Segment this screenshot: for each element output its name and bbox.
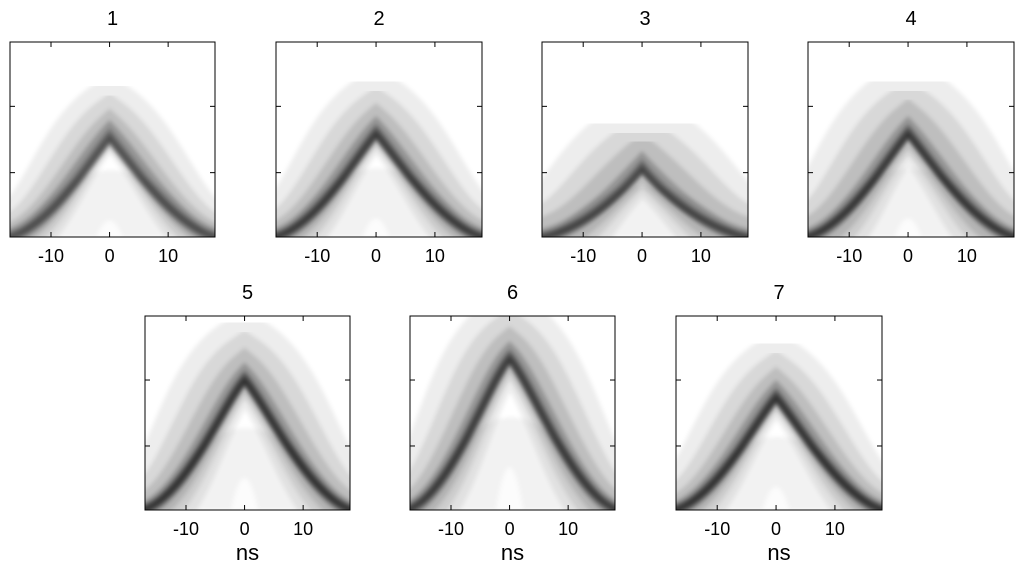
x-tick-label: 10 [158,246,178,266]
x-tick-label: 0 [903,246,913,266]
density-7 [676,330,882,510]
x-unit-label: ns [501,540,524,565]
density-3 [542,91,748,237]
panel-title: 5 [242,282,253,304]
x-tick-label: -10 [438,519,464,539]
x-tick-label: 0 [637,246,647,266]
panel-frame [144,315,351,511]
x-tick-label: 10 [691,246,711,266]
x-tick-label: 0 [240,519,250,539]
x-tick-label: -10 [570,246,596,266]
panel-frame [409,315,616,511]
x-tick-label: 0 [105,246,115,266]
density-6 [410,316,615,510]
panel-title: 6 [507,282,518,304]
panel-frame [675,315,883,511]
panel-1: -10 0 10 1 [9,8,216,266]
panel-title: 1 [107,8,118,30]
x-tick-label: 10 [425,246,445,266]
panel-frame [9,41,216,238]
panel-frame [807,41,1015,238]
panel-5: -10 0 10 5 ns [144,282,351,565]
x-tick-label: -10 [304,246,330,266]
density-5 [145,316,350,510]
x-tick-label: 0 [771,519,781,539]
x-tick-label: 10 [957,246,977,266]
x-tick-label: 0 [371,246,381,266]
panel-6: -10 0 10 6 ns [409,282,616,565]
panel-3: -10 0 10 3 [541,8,749,266]
panel-7: -10 0 10 7 ns [675,282,883,565]
density-2 [276,67,482,237]
x-tick-label: 10 [293,519,313,539]
panel-frame [275,41,483,238]
x-tick-label: -10 [836,246,862,266]
panel-4: -10 0 10 4 [807,8,1015,266]
density-4 [808,58,1014,237]
x-tick-label: 10 [558,519,578,539]
x-tick-label: -10 [173,519,199,539]
x-tick-label: 10 [825,519,845,539]
x-unit-label: ns [767,540,790,565]
panel-2: -10 0 10 2 [275,8,483,266]
panel-title: 2 [373,8,384,30]
density-1 [10,74,215,237]
panel-title: 4 [905,8,916,30]
x-tick-label: -10 [704,519,730,539]
x-tick-label: 0 [505,519,515,539]
x-tick-label: -10 [38,246,64,266]
panel-title: 3 [639,8,650,30]
panel-frame [541,41,749,238]
panel-title: 7 [773,282,784,304]
x-unit-label: ns [236,540,259,565]
